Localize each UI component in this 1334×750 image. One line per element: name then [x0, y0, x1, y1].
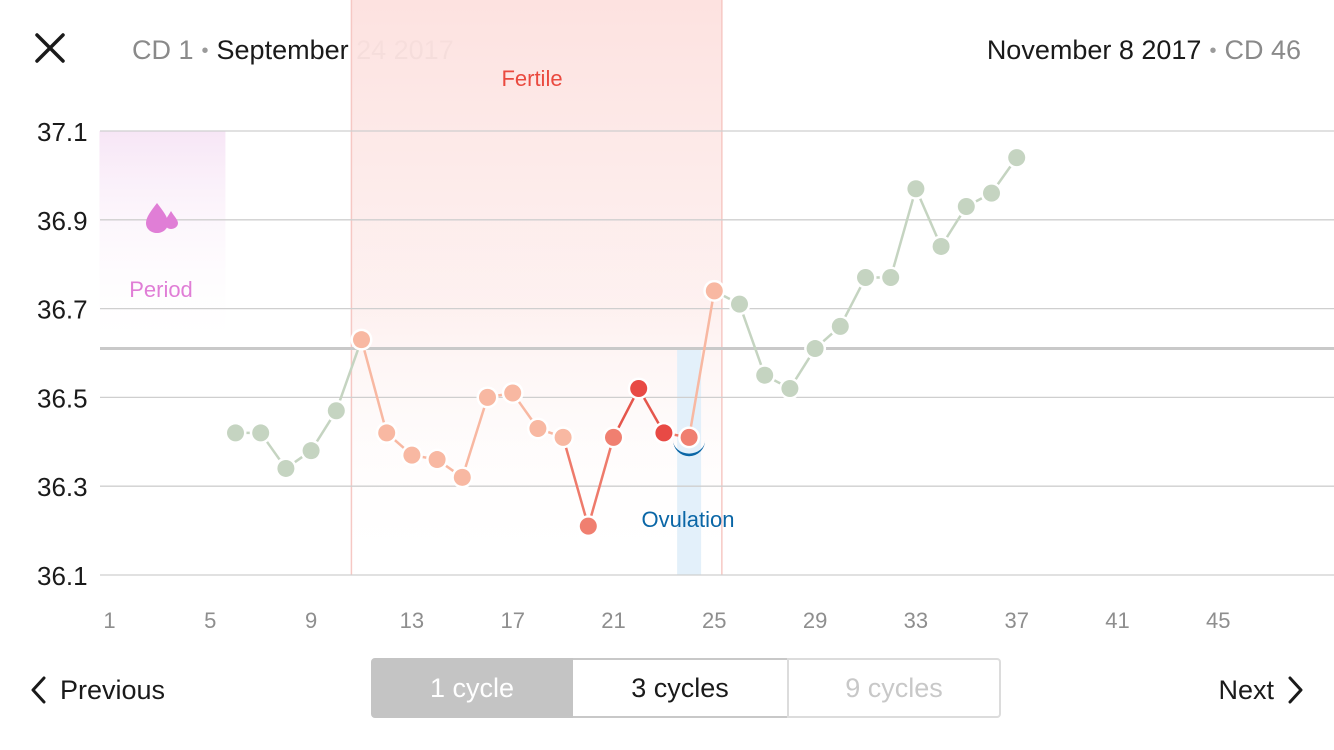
temperature-point: [252, 424, 270, 442]
temperature-point: [453, 468, 471, 486]
temperature-point: [302, 442, 320, 460]
nine-cycles-button[interactable]: 9 cycles: [787, 658, 1001, 718]
separator-dot: •: [201, 40, 209, 62]
x-tick-label: 33: [904, 608, 928, 633]
temperature-line-segment: [587, 437, 615, 527]
y-tick-label: 36.9: [37, 206, 88, 236]
temperature-point: [277, 459, 295, 477]
x-tick-label: 9: [305, 608, 317, 633]
temperature-point: [630, 380, 648, 398]
ovulation-label: Ovulation: [642, 507, 735, 532]
x-tick-label: 25: [702, 608, 726, 633]
temperature-point: [403, 446, 421, 464]
period-drops-icon: [146, 203, 178, 233]
x-tick-label: 1: [103, 608, 115, 633]
previous-label: Previous: [60, 674, 166, 705]
temperature-point: [378, 424, 396, 442]
fertile-label: Fertile: [501, 66, 562, 91]
temperature-point: [655, 424, 673, 442]
temperature-point: [705, 282, 723, 300]
temperature-point: [479, 388, 496, 406]
temperature-line-segment: [561, 437, 590, 527]
three-cycles-button[interactable]: 3 cycles: [573, 658, 787, 718]
temperature-line-segment: [335, 339, 363, 412]
x-tick-label: 37: [1004, 608, 1028, 633]
ovulation-marker-icon: [673, 440, 706, 457]
temperature-point: [327, 402, 345, 420]
next-label: Next: [1218, 674, 1274, 705]
period-band: [99, 131, 226, 353]
temperature-point: [882, 269, 900, 287]
x-tick-label: 29: [803, 608, 827, 633]
temperature-line-segment: [687, 290, 716, 438]
temperature-point: [680, 428, 698, 446]
temperature-point: [554, 428, 572, 446]
y-tick-label: 37.1: [37, 117, 88, 147]
temperature-line-segment: [461, 397, 489, 478]
chevron-left-icon: [31, 676, 46, 704]
start-cycle-day: CD 1: [132, 35, 194, 65]
temperature-point: [1008, 149, 1026, 167]
period-label: Period: [129, 277, 193, 302]
temperature-line-segment: [360, 339, 388, 434]
temperature-line-segment: [738, 303, 766, 376]
temperature-point: [605, 428, 622, 446]
temperature-point: [353, 331, 370, 349]
temperature-point: [957, 197, 975, 215]
end-cycle-day: CD 46: [1224, 35, 1301, 65]
cycle-end-header: November 8 2017 • CD 46: [987, 32, 1301, 71]
temperature-point: [529, 419, 547, 437]
end-date: November 8 2017: [986, 35, 1202, 65]
y-tick-label: 36.1: [37, 561, 88, 591]
y-tick-label: 36.3: [37, 472, 88, 502]
temperature-chart: Fertile Period Ovulation 37.1 36.9 36.7 36.…: [37, 0, 1334, 633]
chevron-right-icon: [1288, 676, 1303, 704]
next-button[interactable]: Next: [1218, 670, 1304, 710]
fertile-window-band: [351, 0, 722, 575]
x-tick-label: 21: [601, 608, 625, 633]
temperature-point: [731, 295, 748, 313]
temperature-point: [857, 269, 874, 287]
close-icon[interactable]: [30, 28, 70, 68]
temperature-point: [781, 380, 799, 398]
previous-button[interactable]: Previous: [30, 670, 165, 710]
x-tick-label: 13: [400, 608, 424, 633]
y-tick-label: 36.7: [37, 295, 88, 325]
x-tick-label: 41: [1105, 608, 1129, 633]
temperature-point: [504, 384, 522, 402]
x-tick-label: 17: [500, 608, 524, 633]
temperature-point: [579, 517, 597, 535]
temperature-point: [227, 424, 244, 442]
temperature-point: [932, 237, 950, 255]
temperature-point: [428, 451, 446, 469]
y-tick-label: 36.5: [37, 383, 88, 413]
cycle-range-selector: 1 cycle 3 cycles 9 cycles: [371, 658, 1001, 718]
one-cycle-button[interactable]: 1 cycle: [371, 658, 573, 718]
temperature-point: [756, 366, 774, 384]
temperature-point: [806, 340, 824, 358]
temperature-point: [907, 180, 925, 198]
x-tick-label: 5: [204, 608, 216, 633]
temperature-line-segment: [889, 188, 918, 278]
separator-dot: •: [1209, 40, 1217, 62]
temperature-point: [831, 317, 849, 335]
temperature-point: [983, 184, 1000, 202]
x-tick-label: 45: [1206, 608, 1230, 633]
